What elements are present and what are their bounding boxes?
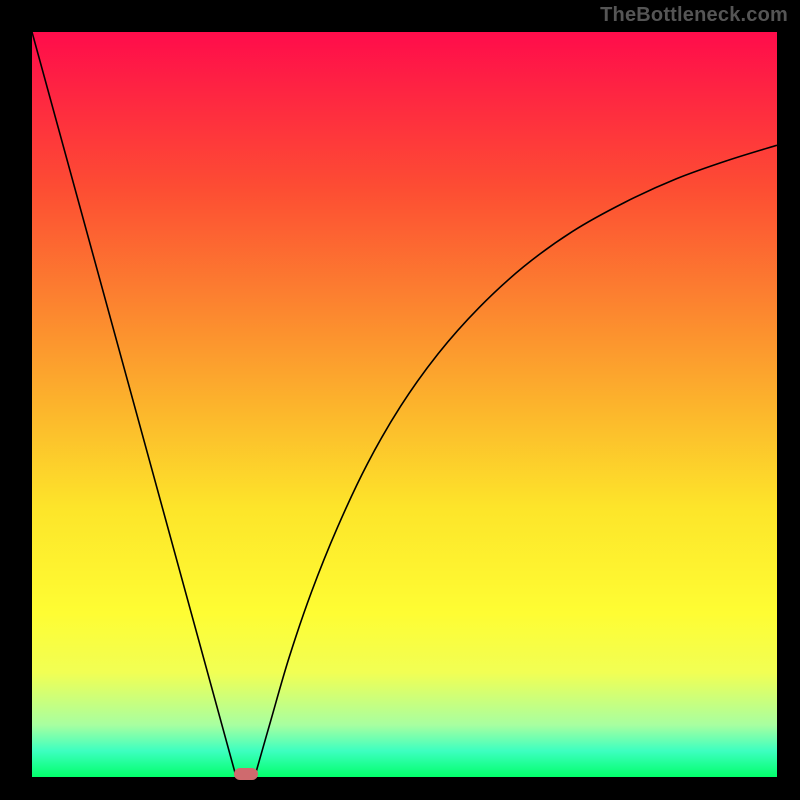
chart-container: TheBottleneck.com	[0, 0, 800, 800]
left-curve-segment	[32, 32, 235, 774]
min-marker	[234, 768, 258, 780]
curve-layer	[32, 32, 777, 777]
plot-area	[32, 32, 777, 777]
watermark-text: TheBottleneck.com	[600, 4, 788, 27]
right-curve-segment	[256, 145, 778, 774]
